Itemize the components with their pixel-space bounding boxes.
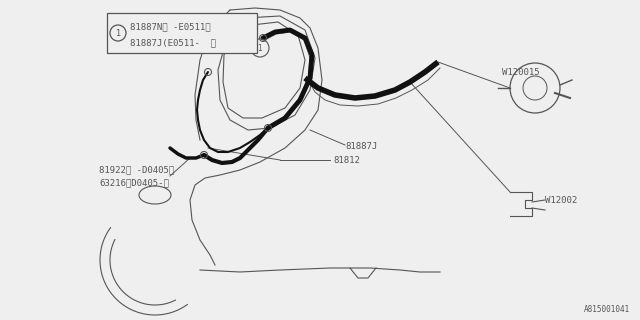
Text: W12002: W12002 (545, 196, 577, 204)
Text: W120015: W120015 (502, 68, 540, 76)
Text: 81887N＜ -E0511＞: 81887N＜ -E0511＞ (130, 22, 211, 31)
Text: 1: 1 (258, 44, 262, 52)
FancyBboxPatch shape (107, 13, 257, 53)
Text: A815001041: A815001041 (584, 305, 630, 314)
Text: 1: 1 (115, 28, 120, 37)
Text: 63216（D0405-）: 63216（D0405-） (99, 179, 169, 188)
Text: 81812: 81812 (333, 156, 360, 164)
Text: 81887J: 81887J (345, 141, 377, 150)
Text: 81922＜ -D0405＞: 81922＜ -D0405＞ (99, 165, 174, 174)
Text: 81887J(E0511-  ＞: 81887J(E0511- ＞ (130, 38, 216, 47)
